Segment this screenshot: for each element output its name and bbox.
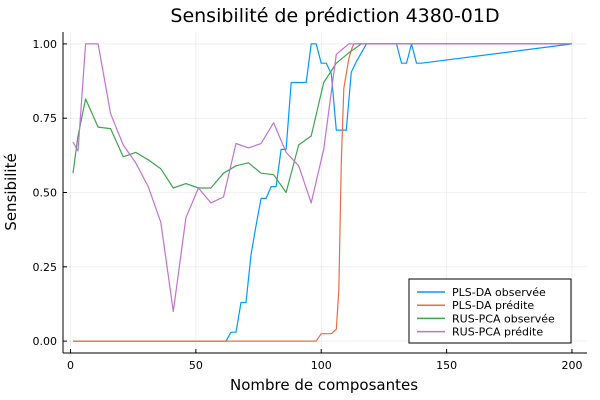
y-tick-label: 0.50 xyxy=(33,187,58,200)
legend-label: RUS-PCA prédite xyxy=(452,326,543,339)
y-tick-label: 0.25 xyxy=(33,261,58,274)
y-tick-label: 1.00 xyxy=(33,38,58,51)
x-tick-label: 0 xyxy=(67,359,74,372)
y-tick-label: 0.00 xyxy=(33,335,58,348)
x-axis-ticks: 0 50 100 150 200 xyxy=(67,349,582,372)
x-tick-label: 150 xyxy=(436,359,457,372)
legend-label: PLS-DA observée xyxy=(452,286,546,299)
y-axis-title: Sensibilité xyxy=(2,153,20,230)
legend-label: PLS-DA prédite xyxy=(452,299,534,312)
series-line-4 xyxy=(72,43,572,312)
series-layer xyxy=(72,43,573,342)
x-tick-label: 50 xyxy=(189,359,203,372)
series-line-3 xyxy=(72,43,572,194)
x-axis-title: Nombre de composantes xyxy=(230,376,418,394)
chart-title: Sensibilité de prédiction 4380-01D xyxy=(170,5,499,27)
x-tick-label: 200 xyxy=(561,359,582,372)
y-axis-ticks: 0.00 0.25 0.50 0.75 1.00 xyxy=(33,38,67,348)
legend-label: RUS-PCA observée xyxy=(452,312,555,325)
y-tick-label: 0.75 xyxy=(33,112,58,125)
x-tick-label: 100 xyxy=(311,359,332,372)
